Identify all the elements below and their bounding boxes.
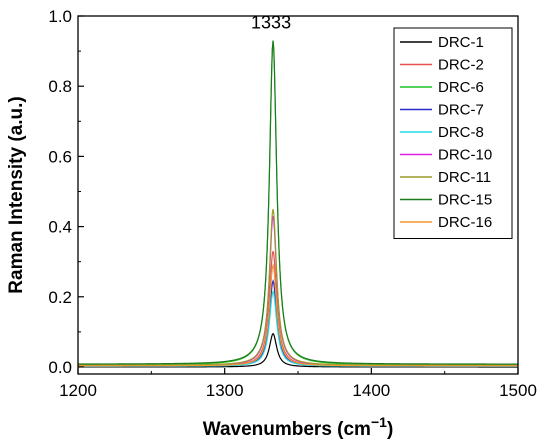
legend-label-drc-10: DRC-10 [438,147,492,164]
x-tick-label: 1200 [59,381,97,400]
x-tick-label: 1500 [499,381,537,400]
y-axis-title: Raman Intensity (a.u.) [6,96,27,293]
series-line-drc-16 [78,262,518,367]
legend-label-drc-1: DRC-1 [438,34,484,51]
legend-label-drc-16: DRC-16 [438,214,492,231]
legend-label-drc-6: DRC-6 [438,79,484,96]
y-tick-label: 0.2 [48,288,72,307]
y-tick-label: 0.4 [48,218,72,237]
legend-label-drc-8: DRC-8 [438,124,484,141]
x-tick-label: 1300 [206,381,244,400]
y-tick-label: 0.0 [48,358,72,377]
legend: DRC-1 DRC-2 DRC-6 DRC-7 DRC-8 DRC-10 DRC-11 DRC… [393,27,513,239]
y-tick-label: 1.0 [48,7,72,26]
legend-box [393,27,513,239]
x-tick-label: 1400 [352,381,390,400]
x-axis-title-main: Wavenumbers (cm [203,419,371,440]
x-axis-title: Wavenumbers (cm−1) [203,414,394,440]
legend-label-drc-11: DRC-11 [438,169,491,186]
series-line-drc-1 [78,332,518,368]
peak-annotation: 1333 [251,13,291,33]
x-axis-title-sup: −1 [371,414,387,430]
series-line-drc-11 [78,208,519,366]
axis-ticks: 1200 1300 1400 1500 0.0 0.2 0.4 0.6 0.8 1.0 [48,7,537,400]
legend-label-drc-7: DRC-7 [438,102,484,119]
legend-label-drc-2: DRC-2 [438,57,484,74]
series-line-drc-7 [77,279,518,367]
x-axis-title-close: ) [387,419,393,440]
y-tick-label: 0.6 [48,147,72,166]
legend-label-drc-15: DRC-15 [438,192,492,209]
series-line-drc-2 [78,251,518,367]
y-tick-label: 0.8 [48,77,72,96]
plot-lines [77,40,519,368]
series-line-drc-15 [78,40,518,365]
